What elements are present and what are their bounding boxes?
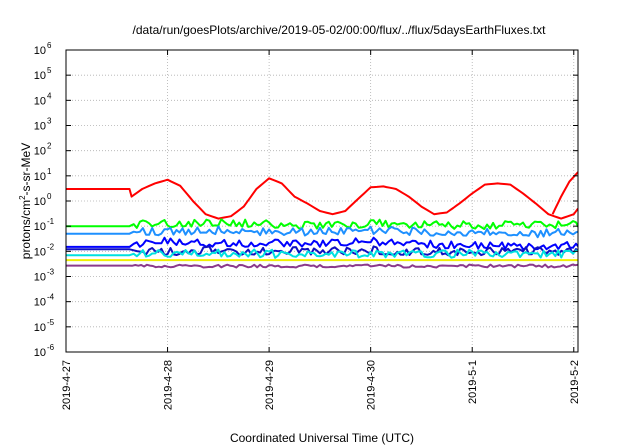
y-tick-exponent: -5 xyxy=(47,318,55,327)
y-tick-exponent: -4 xyxy=(47,293,55,302)
y-tick-label: 10 xyxy=(34,322,46,334)
y-tick-exponent: -3 xyxy=(47,268,55,277)
y-axis-label-superscript: 2 xyxy=(18,195,27,200)
x-tick-label: 2019-4-30 xyxy=(366,360,378,410)
y-tick-exponent: -6 xyxy=(47,343,55,352)
series-line xyxy=(66,177,578,220)
y-axis-label-part-2: -s-sr-MeV xyxy=(19,143,33,196)
y-tick-label: 10 xyxy=(34,121,46,133)
y-tick-label: 10 xyxy=(34,95,46,107)
grid xyxy=(66,50,578,352)
x-axis-ticks: 2019-4-27 2019-4-28 2019-4-29 2019-4-30 2019… xyxy=(61,50,581,410)
y-tick-label: 10 xyxy=(34,171,46,183)
y-tick-label: 10 xyxy=(34,347,46,359)
series-line xyxy=(66,236,578,251)
series-line xyxy=(66,225,578,239)
y-tick-exponent: 6 xyxy=(47,41,52,50)
y-axis-label: protons/cm2-s-sr-MeV xyxy=(18,143,33,259)
series-line xyxy=(66,218,578,230)
x-tick-label: 2019-4-27 xyxy=(61,360,73,410)
y-tick-exponent: 3 xyxy=(47,117,52,126)
y-tick-exponent: -1 xyxy=(47,217,55,226)
y-tick-label: 10 xyxy=(34,45,46,57)
y-tick-exponent: 4 xyxy=(47,91,52,100)
y-tick-label: 10 xyxy=(34,297,46,309)
y-axis-label-part-1: protons/cm xyxy=(19,200,33,259)
series-line xyxy=(66,248,578,259)
y-tick-label: 10 xyxy=(34,272,46,284)
x-tick-label: 2019-4-29 xyxy=(264,360,276,410)
y-tick-label: 10 xyxy=(34,70,46,82)
x-tick-label: 2019-4-28 xyxy=(163,360,175,410)
y-axis-ticks: 10 -610 -510 -410 -310 -210 -110 010 110 210 310 41… xyxy=(34,41,578,359)
y-tick-exponent: 0 xyxy=(47,192,52,201)
series-line xyxy=(66,263,578,269)
x-axis-label: Coordinated Universal Time (UTC) xyxy=(230,431,414,445)
y-tick-label: 10 xyxy=(34,246,46,258)
y-tick-exponent: 2 xyxy=(47,142,52,151)
y-tick-exponent: 1 xyxy=(47,167,52,176)
chart-title: /data/run/goesPlots/archive/2019-05-02/0… xyxy=(133,23,547,37)
x-tick-label: 2019-5-1 xyxy=(467,360,479,404)
y-tick-label: 10 xyxy=(34,196,46,208)
series-group xyxy=(66,171,578,269)
y-tick-label: 10 xyxy=(34,146,46,158)
series-line xyxy=(66,245,578,257)
x-tick-label: 2019-5-2 xyxy=(569,360,581,404)
y-tick-exponent: 5 xyxy=(47,66,52,75)
y-tick-label: 10 xyxy=(34,221,46,233)
series-line xyxy=(551,171,578,215)
y-tick-exponent: -2 xyxy=(47,242,55,251)
